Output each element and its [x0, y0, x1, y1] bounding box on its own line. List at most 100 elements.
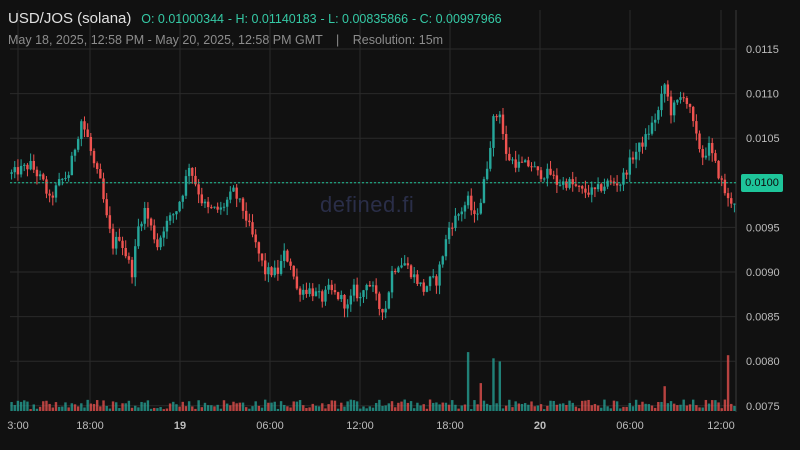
- open-value: O: 0.01000344: [141, 12, 224, 26]
- x-tick-label: 06:00: [256, 420, 284, 432]
- candle-body: [248, 220, 251, 223]
- volume-bar: [121, 403, 124, 411]
- volume-bar: [466, 352, 470, 411]
- candle-body: [108, 215, 112, 229]
- price-axis[interactable]: 0.01150.01100.01050.01000.00950.00900.00…: [746, 44, 780, 413]
- candle-body: [663, 84, 666, 94]
- x-tick-label: 12:00: [707, 420, 735, 432]
- candle-body: [267, 267, 270, 275]
- volume-bar: [286, 406, 289, 411]
- candle-body: [26, 164, 29, 170]
- candle-body: [647, 133, 651, 135]
- candle-body: [289, 261, 292, 266]
- candle-body: [558, 184, 562, 186]
- volume-bar: [441, 402, 444, 411]
- candle-body: [501, 114, 505, 134]
- volume-bar: [149, 408, 153, 411]
- candle-body: [479, 202, 482, 214]
- volume-bar: [162, 409, 165, 411]
- volume-bar: [254, 401, 257, 411]
- volume-bar: [267, 402, 270, 411]
- candle-body: [707, 142, 711, 156]
- candle-body: [374, 285, 378, 294]
- volume-bar: [216, 404, 219, 411]
- candle-body: [473, 210, 476, 215]
- candle-body: [99, 169, 102, 179]
- volume-bar: [482, 400, 486, 411]
- volume-bar: [340, 402, 343, 411]
- candle-body: [660, 93, 663, 111]
- candle-body: [555, 175, 559, 185]
- candle-body: [340, 294, 343, 300]
- candle-body: [482, 179, 486, 203]
- candle-body: [631, 157, 635, 160]
- candle-body: [359, 296, 362, 299]
- volume-bar: [86, 399, 89, 411]
- candle-body: [86, 129, 89, 137]
- volume-bar: [80, 403, 83, 411]
- candle-body: [279, 260, 283, 274]
- candle-body: [10, 172, 13, 174]
- candle-body: [146, 207, 150, 219]
- volume-bar: [638, 404, 641, 411]
- candle-body: [194, 175, 197, 185]
- volume-bar: [669, 401, 673, 411]
- candle-body: [504, 133, 508, 154]
- volume-bar: [603, 399, 606, 411]
- volume-bar: [264, 399, 267, 411]
- volume-bar: [143, 402, 146, 411]
- volume-bar: [371, 407, 375, 411]
- volume-bar: [596, 405, 600, 411]
- candle-body: [45, 179, 48, 194]
- candle-body: [691, 106, 695, 122]
- candle-body: [238, 198, 242, 200]
- candle-body: [536, 166, 540, 171]
- volume-bar: [650, 405, 654, 411]
- volume-bar: [305, 408, 308, 411]
- candle-body: [444, 239, 448, 257]
- candle-body: [523, 160, 527, 163]
- y-tick-label: 0.0075: [746, 401, 780, 413]
- volume-bar: [549, 400, 552, 411]
- candle-body: [38, 174, 42, 177]
- candles: [10, 80, 736, 320]
- candle-body: [612, 181, 616, 184]
- candle-body: [48, 193, 51, 196]
- candle-body: [422, 282, 425, 292]
- volume-bar: [558, 403, 562, 411]
- candle-body: [172, 214, 175, 216]
- volume-bar: [387, 403, 391, 411]
- volume-bar: [473, 400, 476, 411]
- x-tick-label: 19: [174, 420, 186, 432]
- volume-bar: [219, 408, 223, 411]
- candle-body: [726, 193, 730, 199]
- volume-bar: [520, 403, 524, 411]
- candle-body: [365, 284, 368, 291]
- candle-body: [435, 276, 438, 286]
- candle-body: [587, 192, 590, 195]
- candle-body: [672, 102, 676, 116]
- volume-bar: [172, 401, 175, 411]
- volume-bar: [463, 404, 467, 411]
- volume-bar: [476, 404, 479, 411]
- resolution-label[interactable]: Resolution: 15m: [352, 33, 444, 47]
- candle-body: [368, 284, 372, 287]
- candle-body: [378, 293, 381, 309]
- volume-bar: [422, 404, 425, 411]
- candle-body: [191, 167, 194, 176]
- volume-bar: [222, 400, 226, 411]
- volume-bar: [571, 402, 574, 411]
- volume-bar: [118, 408, 121, 411]
- volume-bar: [622, 406, 625, 411]
- volume-bar: [511, 407, 514, 411]
- volume-bar: [682, 399, 685, 411]
- volume-bar: [593, 403, 597, 411]
- time-axis[interactable]: 3:00 18:00 19 06:00 12:00 18:00 20 06:00 12:00: [7, 420, 734, 432]
- candle-body: [137, 226, 140, 247]
- candle-body: [314, 291, 318, 297]
- volume-bar: [130, 407, 134, 411]
- candle-body: [244, 210, 248, 221]
- candle-body: [95, 163, 99, 170]
- candle-body: [508, 153, 511, 161]
